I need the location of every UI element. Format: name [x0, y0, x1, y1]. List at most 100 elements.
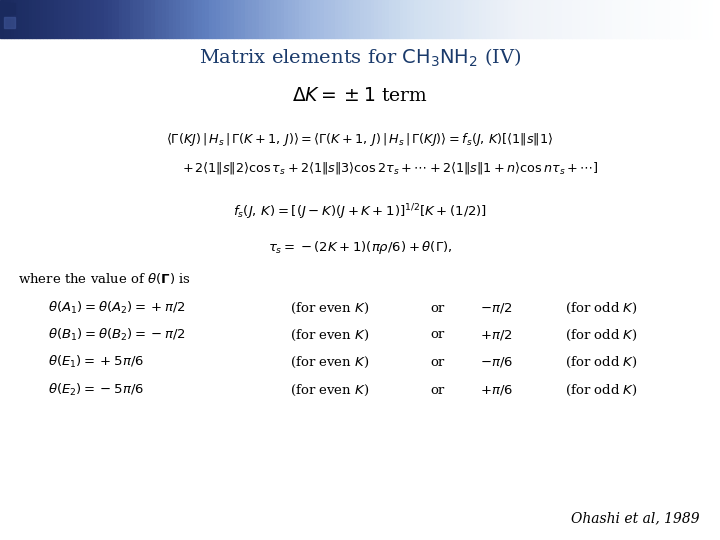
Bar — [281, 0, 284, 38]
Bar — [245, 0, 248, 38]
Bar — [504, 0, 508, 38]
Bar — [684, 0, 688, 38]
Bar — [378, 0, 382, 38]
Bar — [371, 0, 374, 38]
Bar — [526, 0, 529, 38]
Bar — [644, 0, 648, 38]
Bar — [184, 0, 187, 38]
Text: or: or — [430, 383, 444, 396]
Bar — [292, 0, 295, 38]
Bar — [356, 0, 360, 38]
Bar — [25, 0, 29, 38]
Bar — [4, 3, 15, 14]
Bar — [151, 0, 155, 38]
Text: $-\pi/2$: $-\pi/2$ — [480, 301, 512, 315]
Bar — [565, 0, 569, 38]
Text: $\theta(B_1) = \theta(B_2) = -\pi/2$: $\theta(B_1) = \theta(B_2) = -\pi/2$ — [48, 327, 186, 343]
Bar — [616, 0, 619, 38]
Bar — [583, 0, 587, 38]
Bar — [79, 0, 83, 38]
Bar — [472, 0, 475, 38]
Text: (for even $K$): (for even $K$) — [290, 300, 369, 315]
Bar — [396, 0, 400, 38]
Bar — [698, 0, 702, 38]
Bar — [702, 0, 706, 38]
Bar — [680, 0, 684, 38]
Bar — [68, 0, 72, 38]
Bar — [580, 0, 583, 38]
Bar — [641, 0, 644, 38]
Bar — [353, 0, 356, 38]
Text: (for odd $K$): (for odd $K$) — [565, 382, 638, 397]
Bar — [673, 0, 677, 38]
Bar — [263, 0, 266, 38]
Bar — [101, 0, 104, 38]
Bar — [601, 0, 605, 38]
Bar — [76, 0, 79, 38]
Bar — [40, 0, 43, 38]
Bar — [551, 0, 554, 38]
Bar — [0, 0, 4, 38]
Bar — [569, 0, 572, 38]
Bar — [486, 0, 490, 38]
Bar — [209, 0, 212, 38]
Text: $+\pi/2$: $+\pi/2$ — [480, 328, 512, 342]
Text: or: or — [430, 328, 444, 341]
Bar — [637, 0, 641, 38]
Bar — [558, 0, 562, 38]
Bar — [61, 0, 65, 38]
Bar — [90, 0, 94, 38]
Bar — [216, 0, 220, 38]
Bar — [410, 0, 414, 38]
Bar — [274, 0, 277, 38]
Bar — [457, 0, 461, 38]
Bar — [619, 0, 623, 38]
Bar — [227, 0, 230, 38]
Bar — [598, 0, 601, 38]
Bar — [230, 0, 234, 38]
Bar — [605, 0, 608, 38]
Bar — [367, 0, 371, 38]
Bar — [562, 0, 565, 38]
Bar — [670, 0, 673, 38]
Bar — [94, 0, 97, 38]
Bar — [108, 0, 112, 38]
Bar — [400, 0, 403, 38]
Text: $+\pi/6$: $+\pi/6$ — [480, 383, 513, 397]
Bar — [72, 0, 76, 38]
Bar — [4, 0, 7, 38]
Bar — [29, 0, 32, 38]
Bar — [634, 0, 637, 38]
Bar — [50, 0, 54, 38]
Bar — [176, 0, 180, 38]
Bar — [32, 0, 36, 38]
Bar — [508, 0, 511, 38]
Bar — [256, 0, 259, 38]
Bar — [310, 0, 313, 38]
Text: or: or — [430, 301, 444, 314]
Bar — [587, 0, 590, 38]
Bar — [18, 0, 22, 38]
Bar — [202, 0, 205, 38]
Bar — [335, 0, 338, 38]
Text: (for even $K$): (for even $K$) — [290, 382, 369, 397]
Bar — [446, 0, 450, 38]
Bar — [594, 0, 598, 38]
Bar — [155, 0, 158, 38]
Bar — [194, 0, 198, 38]
Bar — [572, 0, 576, 38]
Bar — [666, 0, 670, 38]
Bar — [677, 0, 680, 38]
Text: $\theta(E_2) = -5\pi/6$: $\theta(E_2) = -5\pi/6$ — [48, 382, 144, 398]
Bar — [443, 0, 446, 38]
Bar — [450, 0, 454, 38]
Text: $\theta(E_1) = +5\pi/6$: $\theta(E_1) = +5\pi/6$ — [48, 354, 144, 370]
Bar — [180, 0, 184, 38]
Bar — [277, 0, 281, 38]
Bar — [385, 0, 389, 38]
Bar — [482, 0, 486, 38]
Bar — [608, 0, 612, 38]
Text: or: or — [430, 355, 444, 368]
Bar — [36, 0, 40, 38]
Bar — [428, 0, 432, 38]
